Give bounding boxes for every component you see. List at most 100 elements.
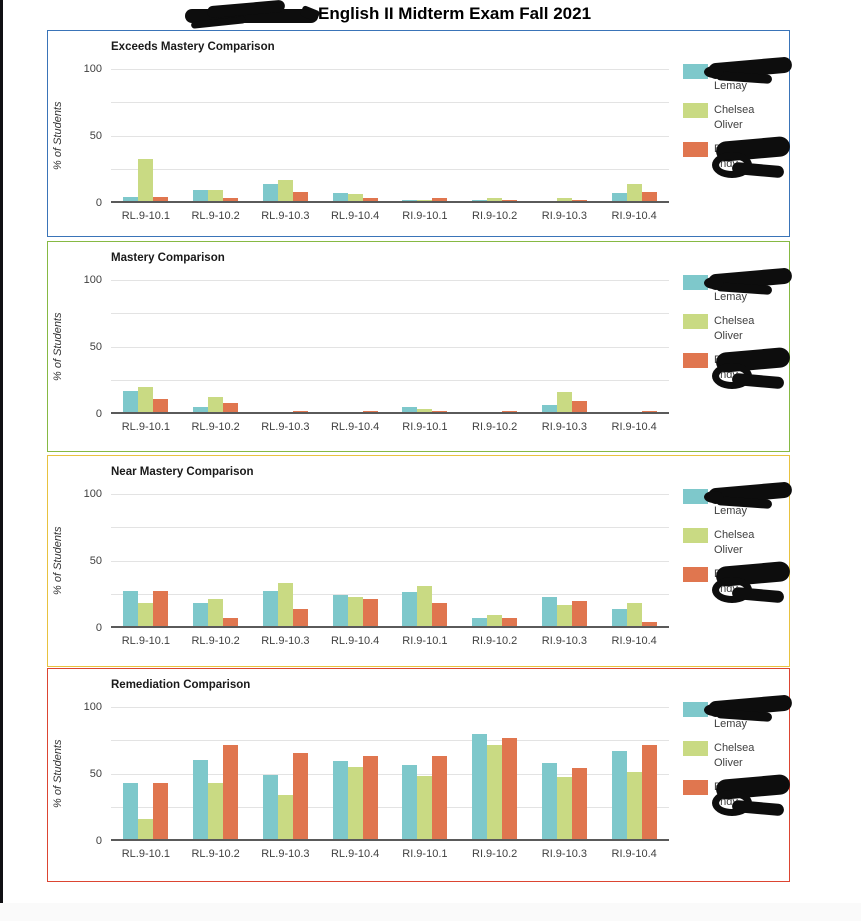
bar bbox=[402, 407, 418, 412]
x-axis-labels: RL.9-10.1 RL.9-10.2 RL.9-10.3 RL.9-10.4 RI.9… bbox=[111, 848, 669, 860]
x-axis-labels: RL.9-10.1 RL.9-10.2 RL.9-10.3 RL.9-10.4 RI.9… bbox=[111, 635, 669, 647]
bar-group bbox=[460, 67, 530, 201]
x-axis-label: RL.9-10.4 bbox=[330, 421, 380, 433]
gridline-50 bbox=[111, 774, 669, 775]
legend-name: Bendy bbox=[712, 346, 791, 390]
gridline-75 bbox=[111, 740, 669, 741]
bar bbox=[541, 597, 557, 626]
bar bbox=[641, 622, 657, 626]
bar bbox=[502, 738, 518, 839]
scribble-stroke bbox=[704, 277, 724, 289]
x-axis-label: RL.9-10.4 bbox=[330, 210, 380, 222]
bar bbox=[417, 409, 433, 412]
bar bbox=[571, 401, 587, 412]
bar bbox=[262, 591, 278, 626]
bar bbox=[362, 411, 378, 412]
bar-group bbox=[181, 705, 251, 839]
bar bbox=[262, 775, 278, 839]
y-tick-label: 50 bbox=[89, 555, 102, 567]
bar bbox=[432, 411, 448, 412]
scribble-stroke bbox=[704, 66, 724, 78]
bar bbox=[223, 198, 239, 201]
bar-group bbox=[460, 492, 530, 626]
legend-name-line2: Oliver bbox=[714, 757, 743, 769]
bar bbox=[432, 756, 448, 839]
legend-swatch bbox=[683, 489, 708, 504]
bar bbox=[626, 772, 642, 839]
x-axis-label: RI.9-10.1 bbox=[402, 210, 448, 222]
bar-group bbox=[111, 278, 181, 412]
bar-group bbox=[320, 67, 390, 201]
x-axis-label: RI.9-10.4 bbox=[611, 635, 657, 647]
x-axis-label: RI.9-10.2 bbox=[472, 210, 518, 222]
page-title: English II Midterm Exam Fall 2021 bbox=[318, 4, 592, 23]
legend-entry: Bendy bbox=[683, 560, 791, 604]
chart-panel: Remediation Comparison % of Students 100… bbox=[47, 668, 793, 882]
gridline-50 bbox=[111, 561, 669, 562]
y-tick-label: 0 bbox=[95, 408, 102, 420]
bar bbox=[208, 397, 224, 412]
bar-group bbox=[251, 705, 321, 839]
y-tick-label: 0 bbox=[95, 197, 102, 209]
legend-swatch bbox=[683, 64, 708, 79]
bar bbox=[611, 609, 627, 626]
bar bbox=[402, 592, 418, 626]
legend-entry: JennifLemay bbox=[683, 481, 793, 519]
bar-group bbox=[111, 492, 181, 626]
plot-area bbox=[111, 69, 669, 203]
legend-swatch bbox=[683, 353, 708, 368]
bar bbox=[362, 756, 378, 839]
bar bbox=[611, 193, 627, 201]
gridline-100 bbox=[111, 69, 669, 70]
bar bbox=[277, 583, 293, 626]
bar bbox=[208, 783, 224, 839]
y-tick-label: 100 bbox=[83, 488, 102, 500]
legend-entry: JennifLemay bbox=[683, 56, 793, 94]
bar-group bbox=[460, 278, 530, 412]
bar-group bbox=[390, 492, 460, 626]
y-tick-label: 50 bbox=[89, 768, 102, 780]
x-axis-label: RL.9-10.1 bbox=[121, 635, 171, 647]
legend-entry: Bendy bbox=[683, 135, 791, 179]
bar-group bbox=[320, 705, 390, 839]
chart-title: Remediation Comparison bbox=[111, 679, 251, 691]
legend-swatch bbox=[683, 528, 708, 543]
bar-group bbox=[111, 67, 181, 201]
bar bbox=[502, 411, 518, 412]
plot-area bbox=[111, 494, 669, 628]
chart-title: Near Mastery Comparison bbox=[111, 466, 254, 478]
bar bbox=[417, 776, 433, 839]
bar-group bbox=[390, 705, 460, 839]
x-axis-label: RI.9-10.2 bbox=[472, 848, 518, 860]
bottom-margin bbox=[0, 903, 861, 921]
bar bbox=[123, 591, 139, 626]
plot-area bbox=[111, 280, 669, 414]
bar bbox=[556, 392, 572, 412]
x-axis-label: RI.9-10.1 bbox=[402, 635, 448, 647]
gridline-25 bbox=[111, 169, 669, 170]
legend-entry: Chelsea Oliver bbox=[683, 103, 791, 133]
bar-group bbox=[460, 705, 530, 839]
legend-swatch bbox=[683, 275, 708, 290]
y-tick-label: 100 bbox=[83, 274, 102, 286]
bar bbox=[223, 745, 239, 839]
x-axis-label: RL.9-10.3 bbox=[261, 210, 310, 222]
bar-group bbox=[530, 705, 600, 839]
bar bbox=[556, 605, 572, 626]
legend-swatch bbox=[683, 314, 708, 329]
gridline-25 bbox=[111, 594, 669, 595]
x-axis-labels: RL.9-10.1 RL.9-10.2 RL.9-10.3 RL.9-10.4 RI.9… bbox=[111, 210, 669, 222]
legend: JennifLemay Chelsea Oliver Bendy bbox=[683, 694, 793, 819]
bar bbox=[223, 618, 239, 626]
legend-name: Chelsea Oliver bbox=[714, 103, 754, 133]
legend-name-line2: Oliver bbox=[714, 544, 743, 556]
bar-group bbox=[599, 278, 669, 412]
bar-group bbox=[181, 492, 251, 626]
bar bbox=[292, 609, 308, 626]
gridline-75 bbox=[111, 527, 669, 528]
x-axis-label: RL.9-10.1 bbox=[121, 421, 171, 433]
chart-panel: Mastery Comparison % of Students 100 50 0 … bbox=[47, 241, 793, 452]
bar-group bbox=[390, 278, 460, 412]
bar bbox=[571, 601, 587, 626]
